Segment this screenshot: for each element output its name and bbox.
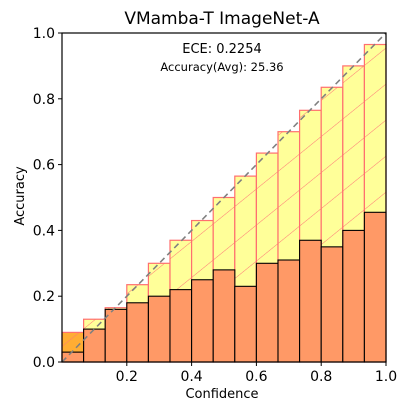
accuracy-bar bbox=[320, 246, 344, 363]
x-tick-label: 0.2 bbox=[116, 369, 138, 385]
y-tick-label: 0.4 bbox=[33, 223, 55, 239]
accuracy-bar bbox=[191, 279, 214, 363]
accuracy-bar bbox=[169, 289, 193, 363]
y-tick-label: 0.0 bbox=[33, 355, 55, 371]
plot-area: 0.2 0.4 0.6 0.8 1.0 0.0 0.2 0.4 0.6 0.8 1.0 bbox=[33, 26, 397, 385]
accuracy-bar bbox=[363, 211, 387, 363]
accuracy-bar bbox=[234, 285, 257, 363]
x-tick-label: 0.4 bbox=[180, 369, 202, 385]
ece-annotation: ECE: 0.2254 bbox=[182, 42, 262, 57]
y-tick-label: 0.6 bbox=[33, 158, 55, 174]
x-tick-label: 0.8 bbox=[310, 369, 332, 385]
accuracy-bar bbox=[61, 351, 85, 363]
accuracy-bar bbox=[212, 269, 236, 363]
x-tick-label: 0.6 bbox=[245, 369, 267, 385]
accuracy-bar bbox=[255, 262, 279, 363]
accuracy-bar bbox=[277, 259, 301, 363]
x-axis-label: Confidence bbox=[185, 387, 258, 402]
perfect-calibration-line bbox=[61, 32, 387, 363]
accuracy-bar bbox=[104, 308, 128, 363]
y-axis-label: Accuracy bbox=[13, 166, 28, 226]
accuracy-annotation: Accuracy(Avg): 25.36 bbox=[160, 60, 283, 74]
accuracy-bar bbox=[126, 302, 149, 363]
accuracy-bar bbox=[299, 239, 322, 363]
plot-frame bbox=[61, 32, 387, 363]
x-tick-label: 1.0 bbox=[375, 369, 397, 385]
y-tick-label: 0.8 bbox=[33, 92, 55, 108]
accuracy-bar bbox=[342, 229, 365, 363]
y-tick-label: 0.2 bbox=[33, 289, 55, 305]
y-tick-label: 1.0 bbox=[33, 26, 55, 42]
accuracy-bar bbox=[83, 328, 106, 363]
accuracy-bar bbox=[147, 295, 171, 363]
chart-title: VMamba-T ImageNet-A bbox=[124, 9, 320, 29]
